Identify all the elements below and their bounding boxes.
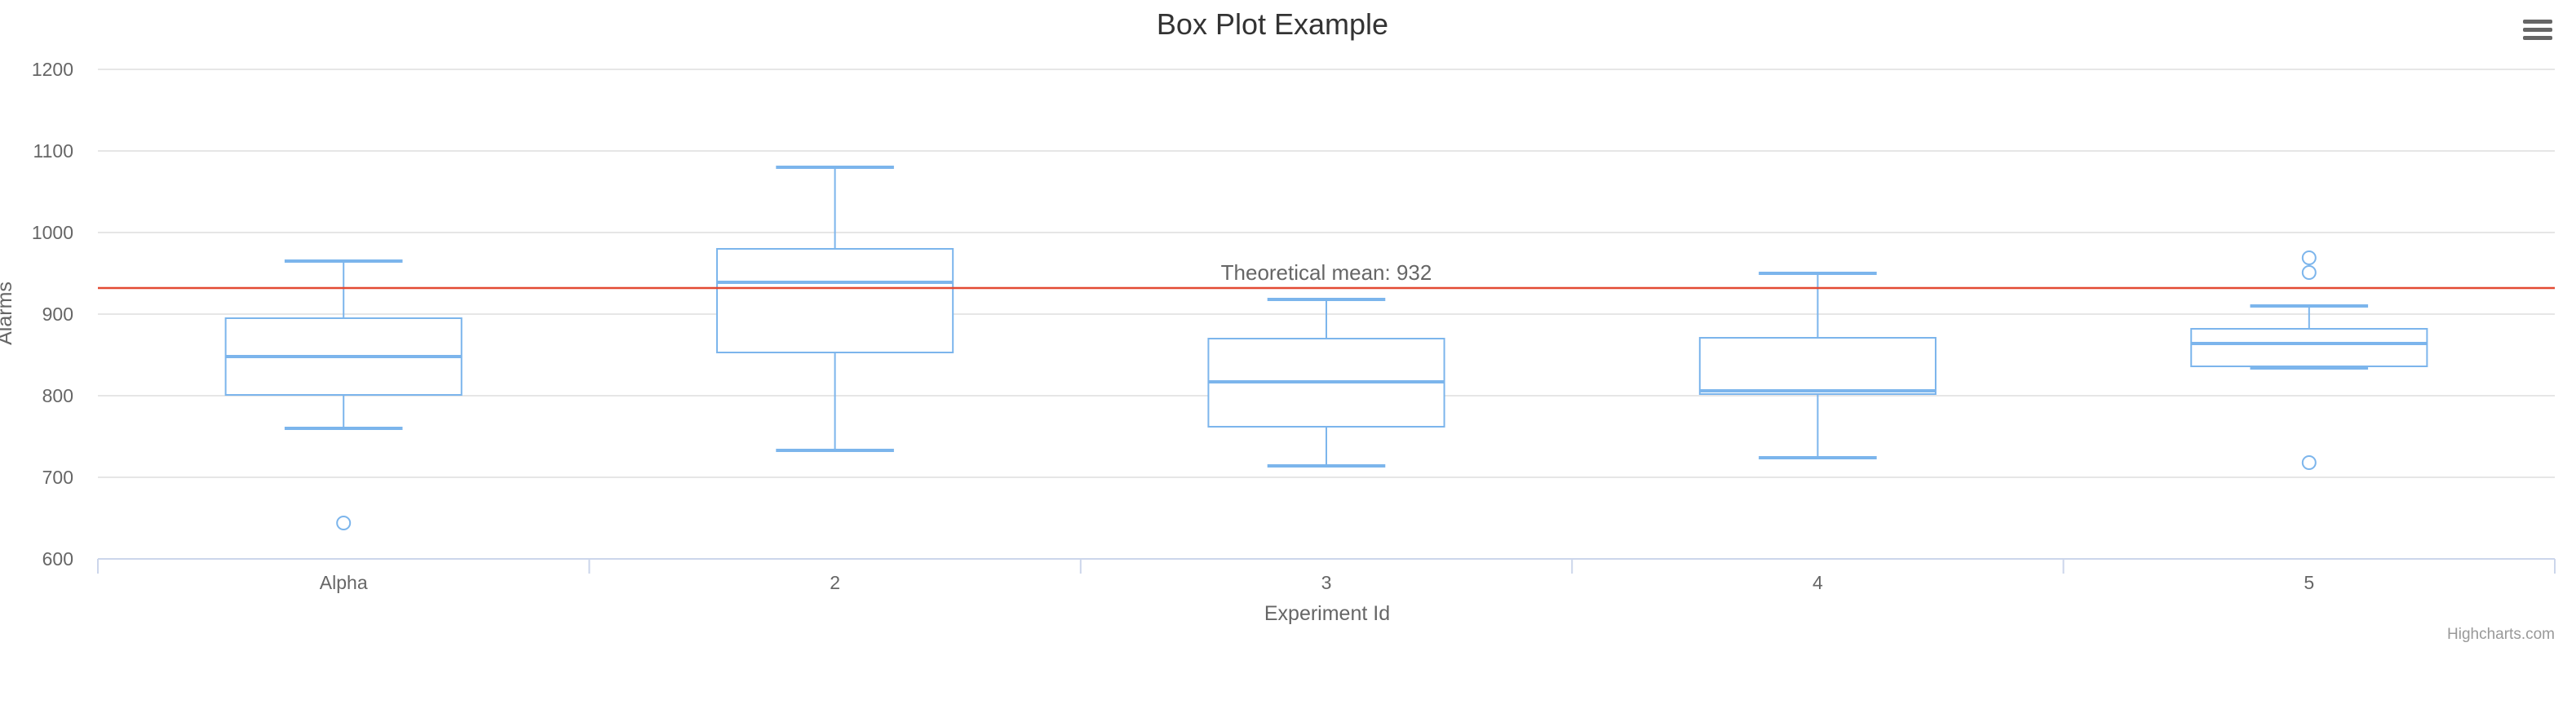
theoretical-mean-label: Theoretical mean: 932 (1221, 260, 1432, 285)
x-tick-label: 2 (830, 572, 840, 593)
y-tick-label: 1200 (32, 59, 73, 80)
outlier-point[interactable] (2301, 455, 2317, 470)
box-body (1698, 337, 1936, 395)
y-axis-ticks: 600 700 800 900 1000 1100 1200 (32, 59, 73, 570)
hamburger-menu-icon (2523, 20, 2552, 40)
credits-link[interactable]: Highcharts.com (2447, 626, 2555, 643)
box-body (2190, 328, 2428, 367)
y-tick-label: 600 (42, 548, 73, 570)
y-tick-label: 1100 (33, 140, 73, 162)
box-point[interactable] (224, 259, 463, 430)
box-point[interactable] (1698, 272, 1936, 459)
box-point[interactable] (716, 166, 954, 452)
chart-title: Box Plot Example (1157, 7, 1388, 41)
x-tick-label: 3 (1321, 572, 1332, 593)
box-point[interactable] (1207, 298, 1445, 468)
outlier-point[interactable] (336, 516, 352, 530)
y-tick-label: 800 (42, 385, 73, 406)
box-body (716, 248, 954, 353)
y-tick-label: 700 (42, 467, 73, 488)
x-axis-title: Experiment Id (1264, 602, 1390, 625)
outlier-series (336, 250, 2317, 530)
outlier-point[interactable] (2301, 250, 2317, 265)
plot-line-group: Theoretical mean: 932 (98, 260, 2555, 290)
x-tick-label: 4 (1812, 572, 1823, 593)
y-tick-label: 900 (42, 304, 73, 325)
y-tick-label: 1000 (32, 222, 73, 243)
box-point[interactable] (2190, 304, 2428, 370)
x-tick-label: 5 (2304, 572, 2314, 593)
x-tick-label: Alpha (320, 572, 368, 593)
x-axis: Alpha 2 3 4 5 (97, 558, 2556, 593)
menu-button[interactable] (2512, 15, 2561, 51)
box-series (224, 166, 2428, 468)
outlier-point[interactable] (2301, 265, 2317, 280)
y-axis-title: Alarms (0, 281, 16, 345)
